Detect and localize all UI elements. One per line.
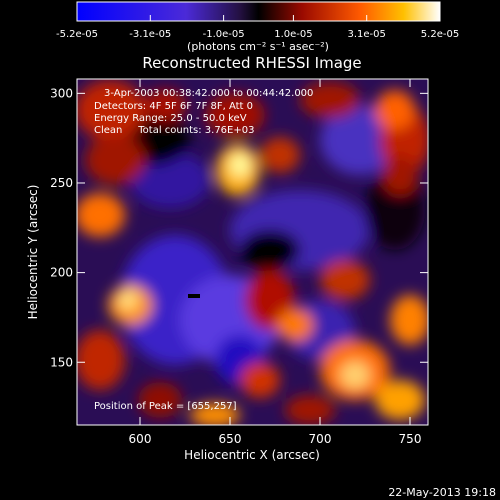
plot-frame — [76, 78, 429, 426]
y-tick-label: 300 — [50, 86, 73, 100]
peak-marker — [188, 294, 200, 298]
colorbar-tick-label: -3.1e-05 — [129, 29, 171, 40]
x-tick-label: 700 — [309, 432, 332, 446]
colorbar-tick-label: -1.0e-05 — [203, 29, 245, 40]
y-tick-label: 200 — [50, 266, 73, 280]
footer-date: 22-May-2013 19:18 — [388, 486, 496, 499]
x-tick-label: 600 — [129, 432, 152, 446]
x-tick-label: 750 — [399, 432, 422, 446]
colorbar — [76, 1, 441, 22]
colorbar-tick-label: 5.2e-05 — [421, 29, 459, 40]
heatmap-image — [77, 79, 428, 425]
annotation-clean: Clean Total counts: 3.76E+03 — [94, 125, 254, 136]
x-axis-label: Heliocentric X (arcsec) — [184, 448, 320, 462]
colorbar-tick-label: 1.0e-05 — [274, 29, 312, 40]
colorbar-unit: (photons cm⁻² s⁻¹ asec⁻²) — [187, 40, 329, 53]
annotation-time: 3-Apr-2003 00:38:42.000 to 00:44:42.000 — [104, 88, 313, 99]
annotation-energy: Energy Range: 25.0 - 50.0 keV — [94, 113, 247, 124]
y-axis-label: Heliocentric Y (arcsec) — [26, 185, 40, 320]
y-tick-label: 150 — [50, 355, 73, 369]
y-tick-label: 250 — [50, 176, 73, 190]
annotation-detectors: Detectors: 4F 5F 6F 7F 8F, Att 0 — [94, 101, 253, 112]
colorbar-tick-label: -5.2e-05 — [56, 29, 98, 40]
colorbar-ticks: -5.2e-05 -3.1e-05 -1.0e-05 1.0e-05 3.1e-05 5.… — [56, 15, 459, 40]
peak-position-text: Position of Peak = [655,257] — [94, 401, 237, 412]
colorbar-tick-label: 3.1e-05 — [348, 29, 386, 40]
axis-ticks: 600 650 700 750 150 200 250 300 — [50, 79, 428, 446]
chart-title: Reconstructed RHESSI Image — [142, 54, 361, 72]
x-tick-label: 650 — [219, 432, 242, 446]
